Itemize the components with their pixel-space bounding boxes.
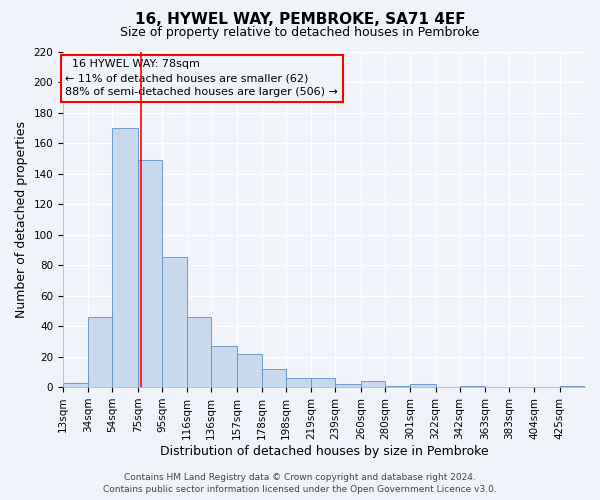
Bar [112, 128, 138, 387]
Bar [262, 369, 286, 387]
Y-axis label: Number of detached properties: Number of detached properties [15, 121, 28, 318]
Bar [286, 378, 311, 387]
Bar [187, 317, 211, 387]
Bar [335, 384, 361, 387]
Text: Contains HM Land Registry data © Crown copyright and database right 2024.
Contai: Contains HM Land Registry data © Crown c… [103, 472, 497, 494]
Text: 16, HYWEL WAY, PEMBROKE, SA71 4EF: 16, HYWEL WAY, PEMBROKE, SA71 4EF [134, 12, 466, 28]
Bar [138, 160, 162, 387]
Bar [361, 381, 385, 387]
Bar [88, 317, 112, 387]
Bar [385, 386, 410, 387]
Bar [236, 354, 262, 387]
Text: 16 HYWEL WAY: 78sqm
← 11% of detached houses are smaller (62)
88% of semi-detach: 16 HYWEL WAY: 78sqm ← 11% of detached ho… [65, 59, 338, 97]
Bar [560, 386, 585, 387]
Bar [162, 258, 187, 387]
Bar [460, 386, 485, 387]
Bar [410, 384, 436, 387]
Bar [63, 382, 88, 387]
Bar [211, 346, 236, 387]
X-axis label: Distribution of detached houses by size in Pembroke: Distribution of detached houses by size … [160, 444, 488, 458]
Bar [311, 378, 335, 387]
Text: Size of property relative to detached houses in Pembroke: Size of property relative to detached ho… [121, 26, 479, 39]
